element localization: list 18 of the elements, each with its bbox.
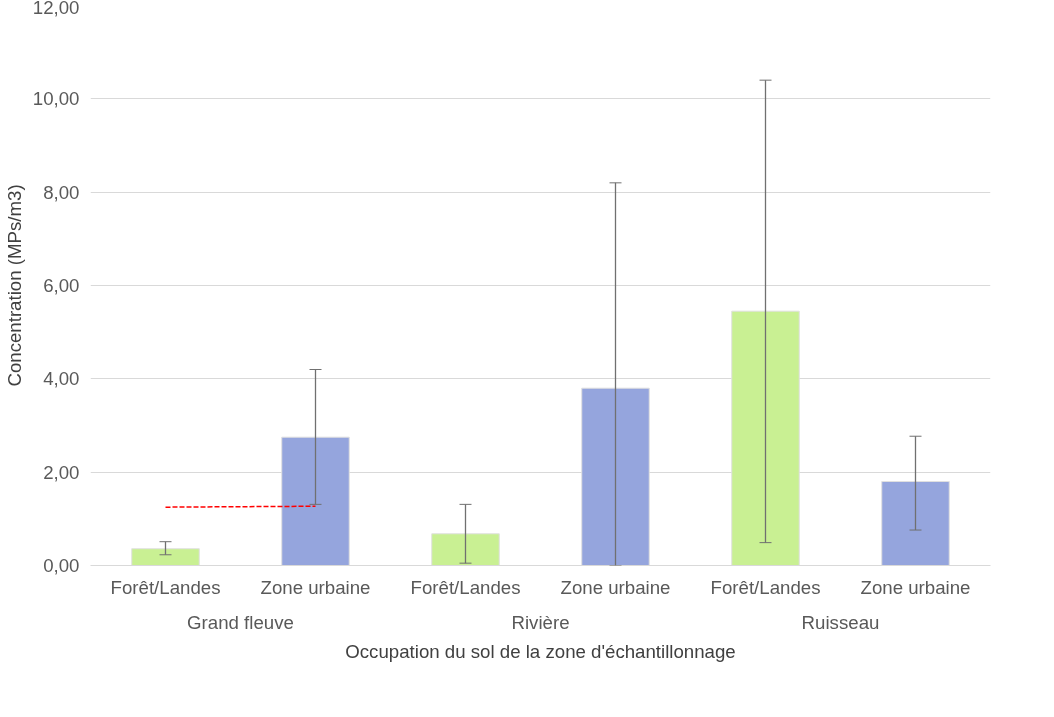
text: Grand fleuve <box>187 611 294 633</box>
text: Ruisseau <box>801 611 880 633</box>
x-axis-title: Occupation du sol de la zone d'échantillonnage <box>345 640 736 662</box>
y-tick-label: 4,00 <box>43 368 80 390</box>
x-tick-label: Forêt/Landes <box>710 576 821 598</box>
y-axis-title: Concentration (MPs/m3) <box>3 184 25 387</box>
x-tick-label: Forêt/Landes <box>110 576 221 598</box>
x-tick-label: Zone urbaine <box>860 576 971 598</box>
y-tick-label: 2,00 <box>43 461 80 483</box>
text: Rivière <box>511 611 570 633</box>
y-tick-label: 6,00 <box>43 275 80 296</box>
y-tick-label: 0,00 <box>43 555 80 576</box>
x-tick-label: Forêt/Landes <box>410 576 521 598</box>
y-tick-label: 12,00 <box>32 0 80 18</box>
x-tick-label: Zone urbaine <box>260 576 371 598</box>
y-tick-label: 8,00 <box>43 181 80 203</box>
x-tick-label: Zone urbaine <box>560 576 671 598</box>
y-tick-label: 10,00 <box>32 88 80 110</box>
